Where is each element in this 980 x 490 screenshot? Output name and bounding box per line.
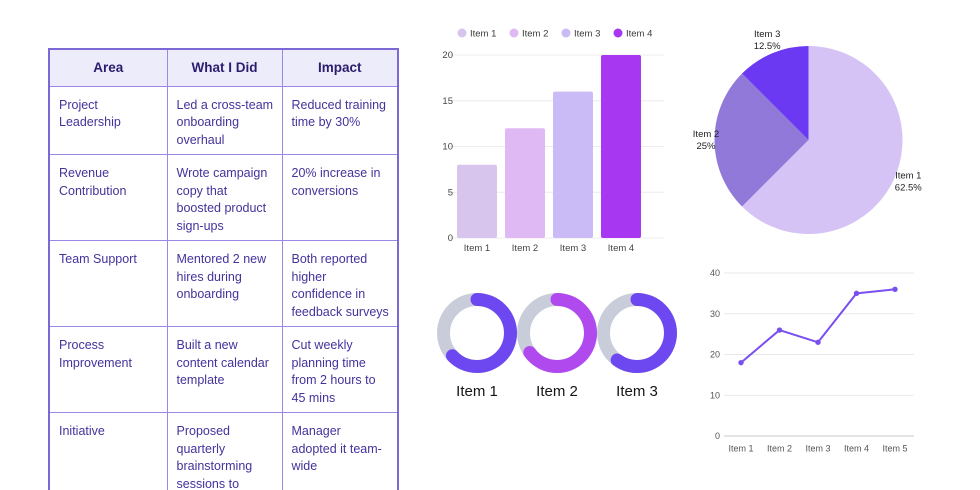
line-chart: 0 10 20 30 40 Item 1 Item 2 Item 3 Item 4 Item 5 [700, 262, 928, 458]
bar [457, 164, 497, 238]
y-tick-label: 15 [442, 96, 453, 107]
y-tick-label: 10 [442, 142, 453, 153]
donut-label: Item 2 [536, 383, 578, 400]
table-cell: Reduced training time by 30% [281, 85, 399, 155]
table-header-cell: What I Did [166, 48, 283, 87]
line-chart-svg: 0 10 20 30 40 Item 1 Item 2 Item 3 Item 4 Item 5 [710, 268, 914, 454]
legend-label: Item 1 [470, 29, 496, 40]
bar [601, 55, 641, 238]
bar-chart: Item 1 Item 2 Item 3 Item 4 0 5 10 15 20 Item 1 It… [436, 24, 670, 256]
x-tick-label: Item 2 [512, 243, 538, 254]
summary-table-wrap: Area What I Did Impact Project Leadership L… [48, 48, 399, 490]
pie-chart-svg: Item 162.5% Item 225% Item 312.5% [693, 29, 922, 234]
y-tick-label: 0 [715, 431, 720, 441]
pie-slice [742, 46, 903, 234]
table-cell: Team Support [48, 239, 168, 327]
y-tick-label: 10 [710, 390, 720, 400]
pie-label: Item 3 [754, 29, 780, 40]
legend-item: Item 2 [509, 28, 548, 40]
table-row: Project Leadership Led a cross-team onboa… [48, 85, 399, 155]
x-tick-label: Item 1 [728, 444, 753, 454]
x-tick-label: Item 3 [560, 243, 586, 254]
bar [505, 128, 545, 238]
x-tick-label: Item 2 [767, 444, 792, 454]
donut-label: Item 3 [616, 383, 658, 400]
table-cell: Process Improvement [48, 325, 168, 413]
pie-label: Item 1 [895, 170, 921, 181]
bar [553, 91, 593, 238]
pie-percent-label: 25% [696, 141, 716, 152]
x-tick-label: Item 1 [464, 243, 490, 254]
legend-item: Item 1 [457, 28, 496, 40]
legend-label: Item 3 [574, 29, 600, 40]
legend-label: Item 4 [626, 29, 652, 40]
table-header-row: Area What I Did Impact [48, 48, 399, 87]
donut-arc [517, 293, 597, 373]
legend-item: Item 3 [561, 28, 600, 40]
y-tick-label: 0 [448, 233, 453, 244]
y-tick-label: 5 [448, 187, 453, 198]
table-head: Area What I Did Impact [48, 48, 399, 87]
pie-slice [742, 46, 809, 140]
pie-percent-label: 12.5% [754, 41, 781, 52]
legend-item: Item 4 [613, 28, 652, 40]
table-cell: Mentored 2 new hires during onboarding [166, 239, 283, 327]
data-point [815, 339, 821, 345]
pie-label: Item 2 [693, 129, 719, 140]
table-header-cell: Area [48, 48, 168, 87]
donut-labels: Item 1 Item 2 Item 3 [432, 383, 682, 403]
line-series [740, 288, 896, 364]
table-cell: Built a new content calendar template [166, 325, 283, 413]
table-cell: Revenue Contribution [48, 153, 168, 241]
data-point [738, 359, 744, 366]
data-point [776, 327, 783, 333]
legend-label: Item 2 [522, 29, 548, 40]
data-point [892, 286, 898, 292]
data-point [853, 290, 860, 297]
summary-table: Area What I Did Impact Project Leadership L… [48, 48, 399, 490]
table-row: Initiative Proposed quarterly brainstormi… [48, 411, 399, 490]
x-tick-label: Item 4 [844, 444, 869, 454]
table-body: Project Leadership Led a cross-team onboa… [48, 85, 399, 490]
donut-charts: Item 1 Item 2 Item 3 [432, 283, 682, 405]
x-tick-label: Item 4 [608, 243, 634, 254]
pie-chart: Item 1 62.5% Item 2 25% Item 3 12.5% [690, 10, 978, 250]
table-cell: Project Leadership [48, 85, 168, 155]
table-cell: 20% increase in conversions [281, 153, 399, 241]
y-tick-label: 40 [710, 268, 720, 278]
table-cell: Led a cross-team onboarding overhaul [166, 85, 283, 155]
bar-chart-svg: Item 1 Item 2 Item 3 Item 4 0 5 10 15 20 Item 1 It… [442, 28, 664, 254]
donut-arc [437, 293, 517, 373]
y-tick-label: 20 [710, 350, 720, 360]
table-cell: Cut weekly planning time from 2 hours to… [281, 325, 399, 413]
y-tick-label: 30 [710, 309, 720, 319]
donut-charts-svg [437, 293, 677, 373]
table-cell: Both reported higher confidence in feedb… [281, 239, 399, 327]
table-header-cell: Impact [281, 48, 399, 87]
table-cell: Wrote campaign copy that boosted product… [166, 153, 283, 241]
table-cell: Proposed quarterly brainstorming session… [166, 411, 283, 490]
donut-label: Item 1 [456, 383, 498, 400]
table-row: Team Support Mentored 2 new hires during … [48, 239, 399, 327]
x-tick-label: Item 5 [882, 444, 907, 454]
x-tick-label: Item 3 [805, 444, 830, 454]
table-row: Process Improvement Built a new content c… [48, 325, 399, 413]
pie-percent-label: 62.5% [895, 182, 922, 193]
table-cell: Initiative [48, 411, 168, 490]
pie-slice [714, 73, 809, 207]
donut-arc [597, 293, 677, 373]
table-row: Revenue Contribution Wrote campaign copy … [48, 153, 399, 241]
table-cell: Manager adopted it team-wide [281, 411, 399, 490]
y-tick-label: 20 [442, 50, 453, 61]
